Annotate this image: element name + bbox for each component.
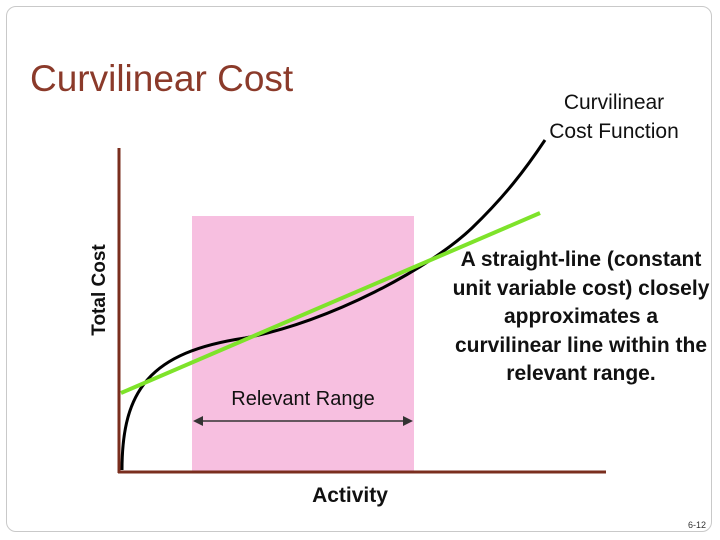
arrowhead-left-icon — [193, 416, 203, 426]
cost-function-label-line2: Cost Function — [549, 120, 679, 143]
slide-title: Curvilinear Cost — [30, 58, 294, 99]
cost-function-label: Curvilinear Cost Function — [528, 88, 700, 146]
linear-approximation-line — [120, 211, 541, 395]
explanatory-note: A straight-line (constant unit variable … — [452, 248, 710, 385]
relevant-range-region — [192, 216, 414, 472]
arrowhead-right-icon — [403, 416, 413, 426]
page-number: 6-12 — [687, 520, 706, 530]
slide-frame — [6, 6, 712, 532]
cost-function-label-line1: Curvilinear — [563, 91, 665, 114]
y-axis-label: Total Cost — [89, 244, 110, 336]
relevant-range-label: Relevant Range — [231, 388, 375, 410]
x-axis-label: Activity — [312, 484, 388, 507]
